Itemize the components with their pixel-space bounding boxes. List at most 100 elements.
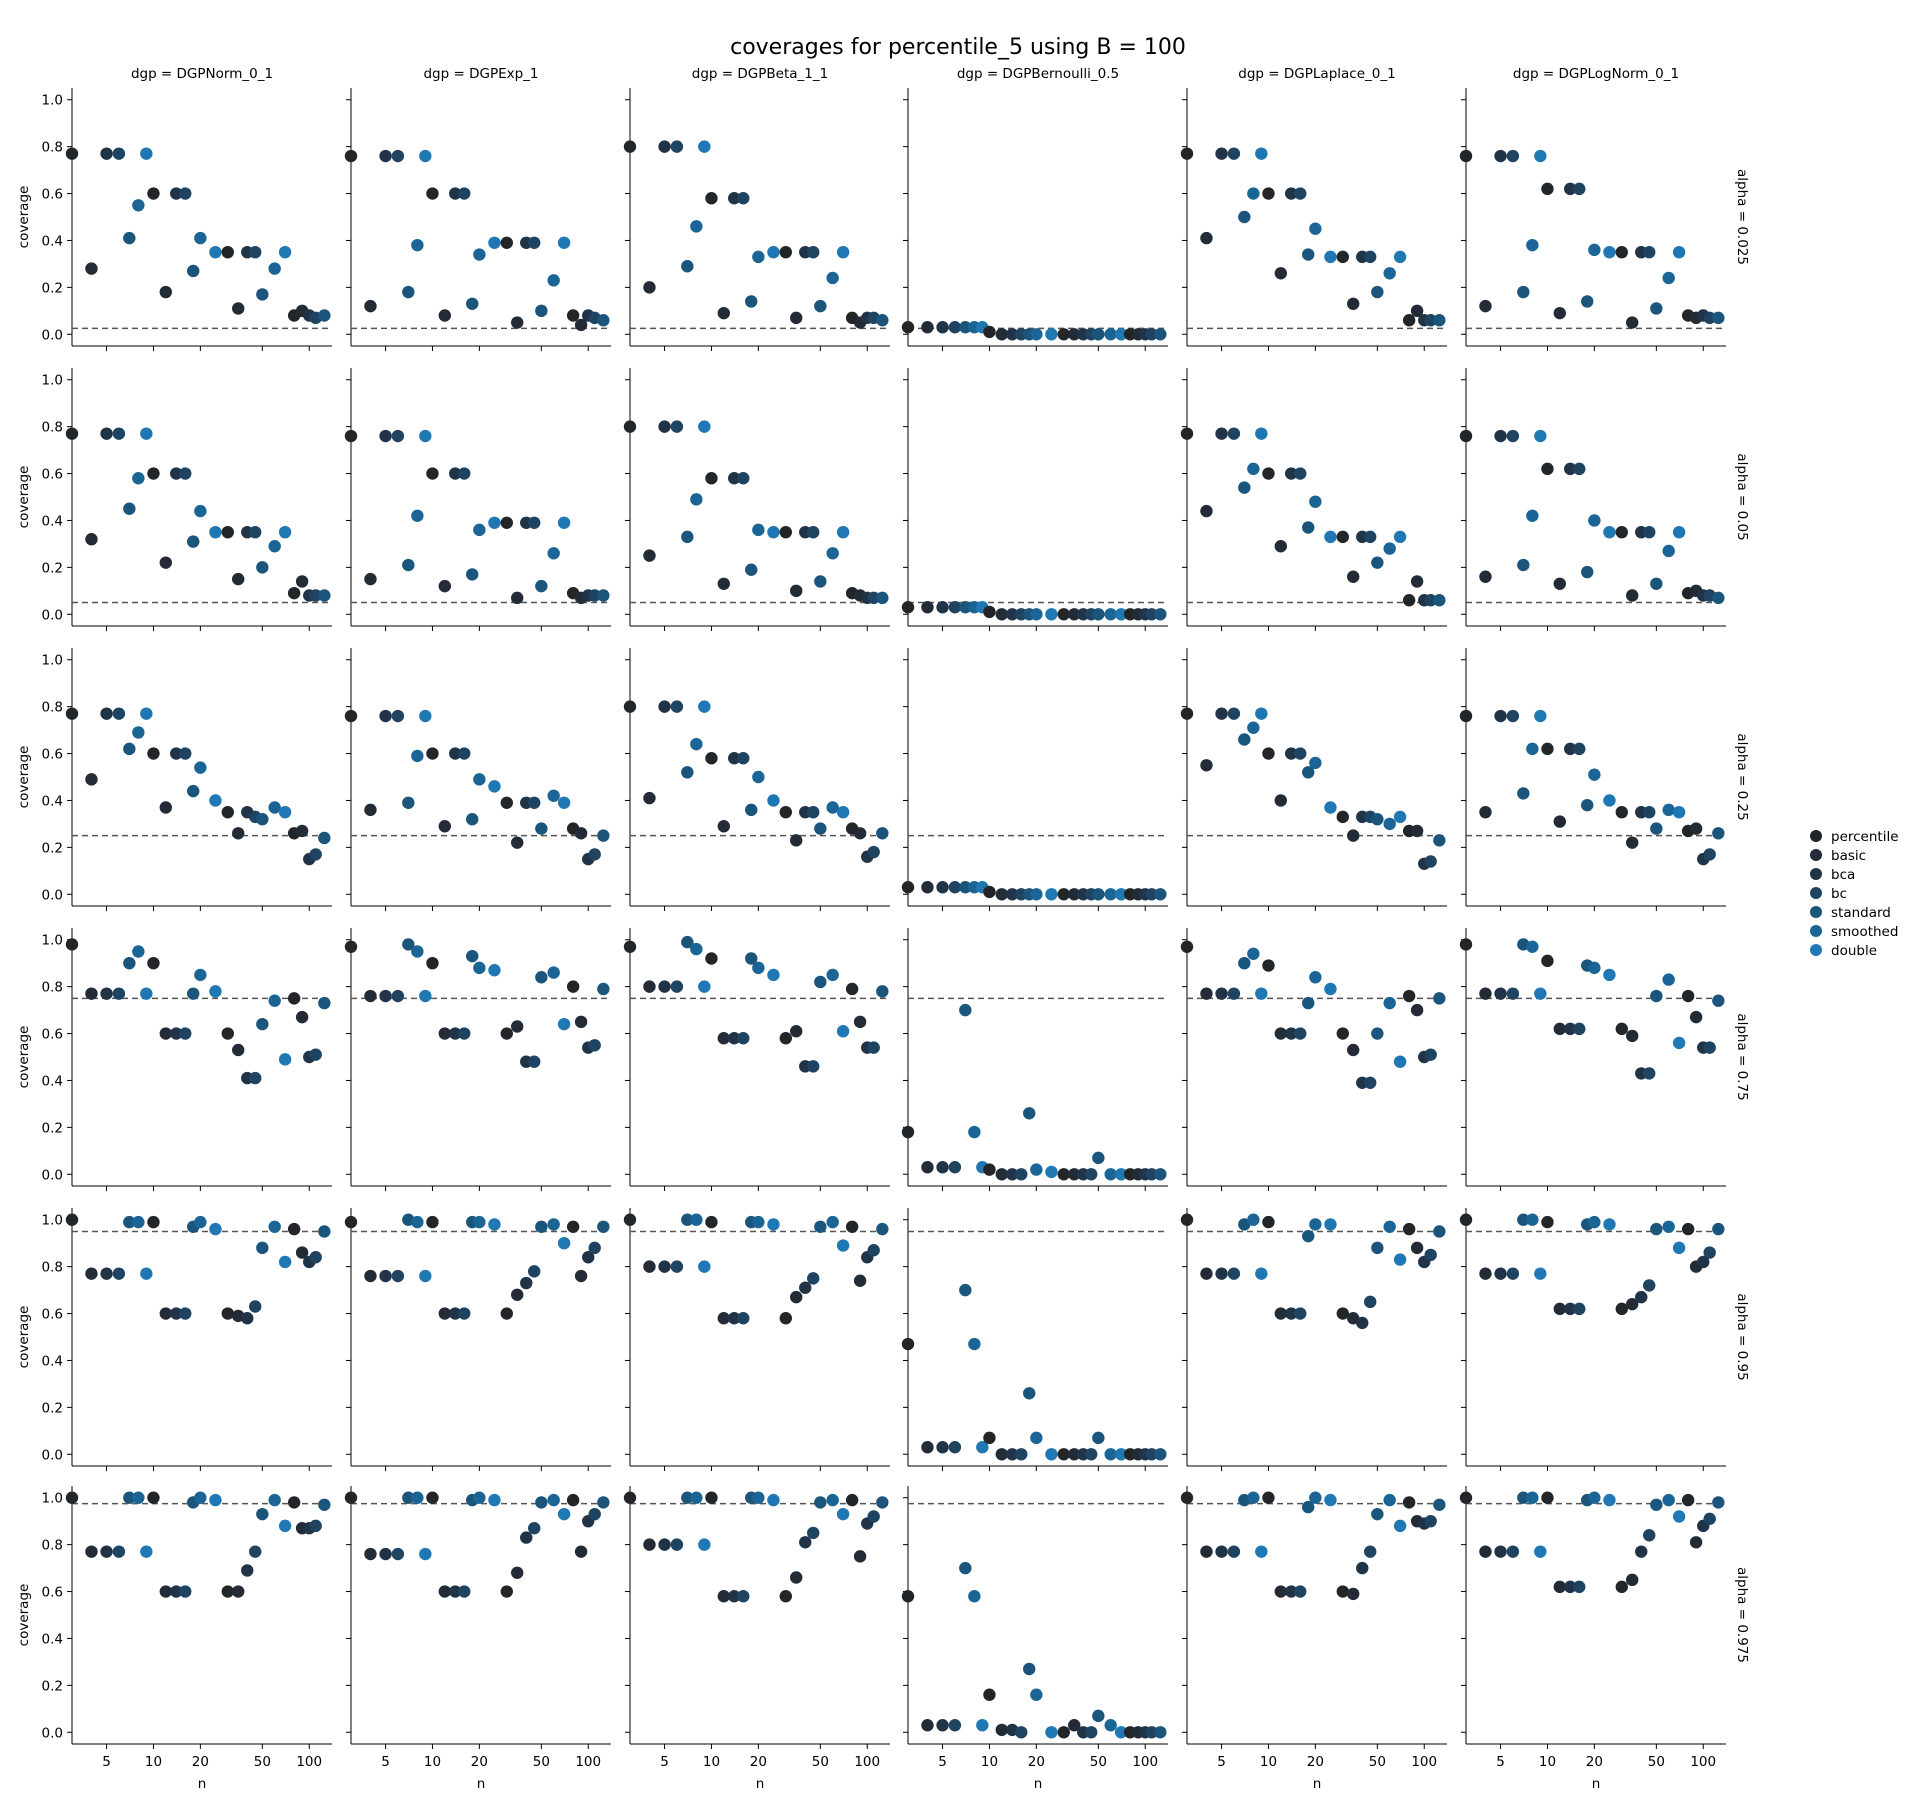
facet-panel: 5 10 20 50 100 alpha = 0.975 n (1459, 1486, 1750, 1792)
data-point (309, 1251, 322, 1264)
data-point (1479, 299, 1492, 313)
data-point (1154, 1448, 1167, 1461)
data-point (132, 1215, 145, 1229)
data-point (309, 1519, 322, 1533)
data-point (670, 700, 684, 713)
data-point (1402, 594, 1416, 607)
data-point (1336, 1585, 1349, 1598)
data-point (1255, 707, 1268, 720)
x-tick-label: 10 (703, 1754, 720, 1770)
data-point (1424, 1048, 1437, 1061)
data-point (1402, 1222, 1416, 1236)
data-point (1336, 1307, 1349, 1320)
data-point (85, 1267, 98, 1280)
data-point (1479, 805, 1492, 819)
x-tick-label: 50 (1648, 1754, 1665, 1770)
data-point (140, 1545, 153, 1558)
data-point (1085, 1726, 1098, 1739)
y-tick-label: 0.6 (42, 1027, 63, 1043)
data-point (391, 429, 405, 443)
facet-panel: alpha = 0.75 (1459, 928, 1750, 1191)
data-point (745, 952, 758, 965)
data-point (1247, 187, 1260, 200)
data-point (1541, 182, 1554, 196)
data-point (658, 1538, 671, 1551)
data-point (1364, 1295, 1377, 1309)
data-point (100, 1545, 113, 1558)
data-point (1068, 328, 1081, 341)
data-point (1324, 250, 1337, 264)
data-point (959, 601, 972, 614)
data-point (597, 829, 610, 842)
y-tick-label: 0.0 (42, 607, 63, 623)
data-point (728, 192, 741, 205)
y-axis-label: coverage (16, 1584, 32, 1647)
data-point (876, 1496, 889, 1509)
data-point (1626, 836, 1639, 849)
data-point (717, 1590, 730, 1603)
data-point (179, 747, 192, 760)
data-point (767, 1493, 780, 1507)
data-point (364, 572, 377, 586)
data-point (557, 1017, 571, 1031)
data-point (1285, 467, 1298, 480)
data-point (921, 601, 934, 614)
data-point (1030, 608, 1043, 621)
data-point (1635, 1545, 1648, 1558)
data-point (1302, 521, 1315, 534)
data-point (1324, 1493, 1337, 1507)
data-point (170, 187, 183, 200)
data-point (1045, 888, 1058, 901)
data-point (402, 285, 415, 299)
data-point (85, 533, 98, 546)
data-point (623, 140, 637, 153)
data-point (1588, 1215, 1601, 1229)
data-point (1309, 1491, 1322, 1504)
x-tick-label: 10 (1539, 1754, 1556, 1770)
data-point (1347, 1587, 1360, 1601)
data-point (1030, 1431, 1043, 1445)
data-point (402, 796, 415, 809)
data-point (535, 579, 548, 593)
data-point (379, 1547, 392, 1561)
data-point (1309, 1218, 1322, 1231)
data-point (1526, 742, 1539, 756)
data-point (1393, 1253, 1407, 1266)
data-point (1092, 1709, 1105, 1723)
data-point (867, 845, 880, 859)
data-point (814, 1496, 827, 1509)
data-point (643, 1538, 656, 1551)
data-point (1424, 1248, 1437, 1262)
data-point (500, 1027, 513, 1040)
data-point (1092, 888, 1105, 901)
data-point (65, 147, 79, 160)
data-point (1247, 947, 1260, 960)
data-point (1494, 429, 1507, 443)
legend-marker (1810, 830, 1822, 842)
data-point (535, 971, 548, 984)
data-point (799, 1536, 812, 1549)
data-point (1262, 1215, 1275, 1229)
data-point (1410, 304, 1424, 318)
data-point (1553, 815, 1566, 828)
data-point (535, 304, 548, 318)
data-point (737, 472, 750, 485)
data-point (737, 752, 750, 765)
data-point (488, 1493, 501, 1507)
x-axis-label: n (756, 1776, 765, 1792)
data-point (936, 1441, 949, 1454)
y-tick-label: 0.4 (42, 513, 63, 529)
facet-panel (344, 1208, 611, 1471)
data-point (807, 805, 820, 819)
facet-panel: 5 10 20 50 100 n (623, 1486, 890, 1792)
data-point (853, 827, 867, 840)
data-point (1068, 1719, 1081, 1732)
legend-marker (1810, 887, 1822, 899)
data-point (411, 945, 424, 958)
data-point (1643, 1279, 1656, 1292)
data-point (948, 1161, 962, 1174)
data-point (1506, 1267, 1520, 1280)
data-point (256, 813, 269, 826)
data-point (1238, 481, 1251, 494)
data-point (867, 591, 880, 605)
